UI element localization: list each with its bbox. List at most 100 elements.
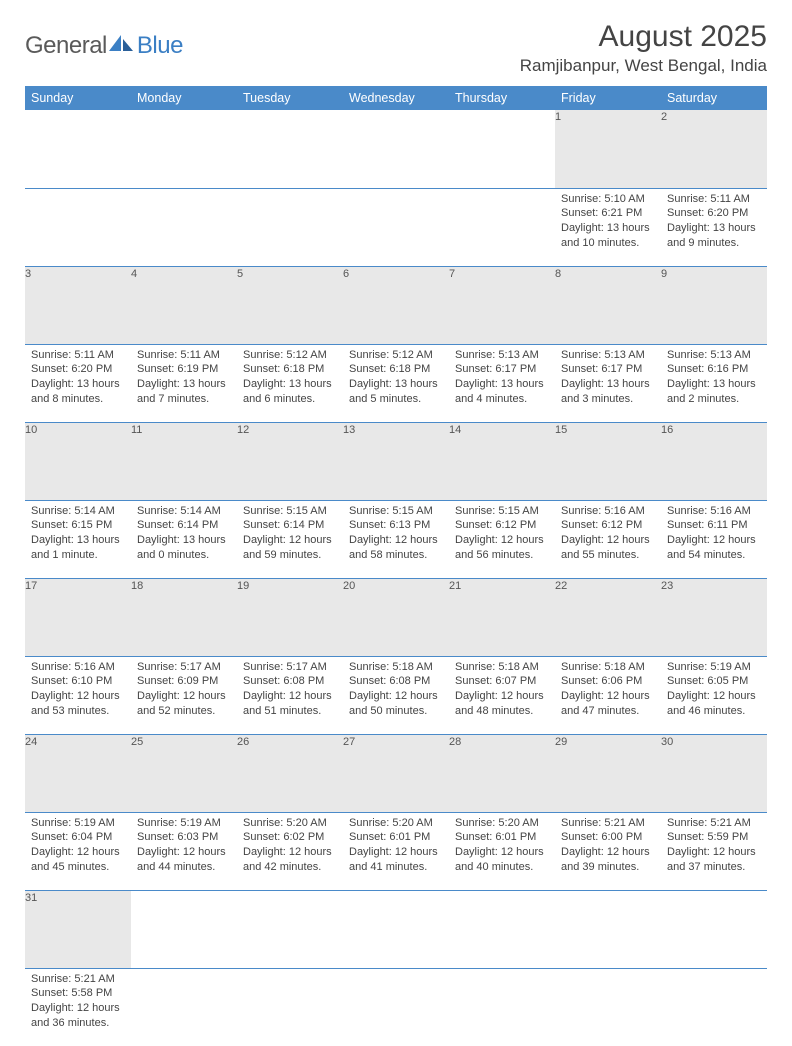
day-number-cell	[661, 890, 767, 968]
sunset-line: Sunset: 6:10 PM	[31, 674, 125, 689]
daylight-line: Daylight: 13 hours and 2 minutes.	[667, 377, 761, 407]
day-number-cell	[343, 110, 449, 188]
day-cell: Sunrise: 5:14 AMSunset: 6:15 PMDaylight:…	[25, 500, 131, 578]
sunset-line: Sunset: 6:02 PM	[243, 830, 337, 845]
daylight-line: Daylight: 12 hours and 59 minutes.	[243, 533, 337, 563]
day-cell: Sunrise: 5:15 AMSunset: 6:12 PMDaylight:…	[449, 500, 555, 578]
sunset-line: Sunset: 6:00 PM	[561, 830, 655, 845]
day-number-row: 17181920212223	[25, 578, 767, 656]
logo: General Blue	[25, 32, 183, 60]
day-number-cell: 2	[661, 110, 767, 188]
day-cell: Sunrise: 5:11 AMSunset: 6:20 PMDaylight:…	[25, 344, 131, 422]
day-cell	[343, 188, 449, 266]
sunset-line: Sunset: 6:06 PM	[561, 674, 655, 689]
daylight-line: Daylight: 12 hours and 53 minutes.	[31, 689, 125, 719]
sunset-line: Sunset: 6:16 PM	[667, 362, 761, 377]
day-number-cell: 22	[555, 578, 661, 656]
sunset-line: Sunset: 6:19 PM	[137, 362, 231, 377]
day-cell	[343, 968, 449, 1046]
day-number-cell: 24	[25, 734, 131, 812]
daylight-line: Daylight: 12 hours and 52 minutes.	[137, 689, 231, 719]
daylight-line: Daylight: 12 hours and 44 minutes.	[137, 845, 231, 875]
daylight-line: Daylight: 13 hours and 10 minutes.	[561, 221, 655, 251]
sunset-line: Sunset: 6:14 PM	[243, 518, 337, 533]
sunrise-line: Sunrise: 5:19 AM	[31, 816, 125, 831]
daylight-line: Daylight: 13 hours and 3 minutes.	[561, 377, 655, 407]
day-number-cell: 20	[343, 578, 449, 656]
day-cell: Sunrise: 5:21 AMSunset: 5:58 PMDaylight:…	[25, 968, 131, 1046]
day-cell: Sunrise: 5:12 AMSunset: 6:18 PMDaylight:…	[343, 344, 449, 422]
daylight-line: Daylight: 12 hours and 46 minutes.	[667, 689, 761, 719]
sunrise-line: Sunrise: 5:21 AM	[561, 816, 655, 831]
sunset-line: Sunset: 6:01 PM	[349, 830, 443, 845]
sunrise-line: Sunrise: 5:12 AM	[243, 348, 337, 363]
day-number-row: 31	[25, 890, 767, 968]
daylight-line: Daylight: 12 hours and 45 minutes.	[31, 845, 125, 875]
sunset-line: Sunset: 6:09 PM	[137, 674, 231, 689]
day-number-cell: 23	[661, 578, 767, 656]
daylight-line: Daylight: 12 hours and 40 minutes.	[455, 845, 549, 875]
day-cell: Sunrise: 5:20 AMSunset: 6:01 PMDaylight:…	[343, 812, 449, 890]
daylight-line: Daylight: 12 hours and 58 minutes.	[349, 533, 443, 563]
day-content-row: Sunrise: 5:16 AMSunset: 6:10 PMDaylight:…	[25, 656, 767, 734]
day-number-cell: 19	[237, 578, 343, 656]
day-cell: Sunrise: 5:20 AMSunset: 6:01 PMDaylight:…	[449, 812, 555, 890]
sunrise-line: Sunrise: 5:16 AM	[561, 504, 655, 519]
day-number-cell	[237, 110, 343, 188]
sunset-line: Sunset: 5:58 PM	[31, 986, 125, 1001]
weekday-header: Sunday	[25, 86, 131, 110]
day-number-cell: 15	[555, 422, 661, 500]
day-content-row: Sunrise: 5:21 AMSunset: 5:58 PMDaylight:…	[25, 968, 767, 1046]
day-number-cell: 11	[131, 422, 237, 500]
sunrise-line: Sunrise: 5:17 AM	[137, 660, 231, 675]
day-number-row: 12	[25, 110, 767, 188]
day-number-cell: 21	[449, 578, 555, 656]
day-number-cell: 30	[661, 734, 767, 812]
day-number-cell: 25	[131, 734, 237, 812]
day-number-cell	[25, 110, 131, 188]
day-cell	[237, 968, 343, 1046]
day-cell: Sunrise: 5:13 AMSunset: 6:17 PMDaylight:…	[555, 344, 661, 422]
day-cell	[555, 968, 661, 1046]
daylight-line: Daylight: 12 hours and 47 minutes.	[561, 689, 655, 719]
sunset-line: Sunset: 6:20 PM	[31, 362, 125, 377]
day-cell: Sunrise: 5:19 AMSunset: 6:03 PMDaylight:…	[131, 812, 237, 890]
sunset-line: Sunset: 6:14 PM	[137, 518, 231, 533]
day-number-cell: 29	[555, 734, 661, 812]
day-number-cell: 8	[555, 266, 661, 344]
sunrise-line: Sunrise: 5:20 AM	[243, 816, 337, 831]
daylight-line: Daylight: 12 hours and 50 minutes.	[349, 689, 443, 719]
sunrise-line: Sunrise: 5:21 AM	[667, 816, 761, 831]
day-cell	[25, 188, 131, 266]
sunrise-line: Sunrise: 5:15 AM	[455, 504, 549, 519]
day-number-cell	[343, 890, 449, 968]
day-number-row: 24252627282930	[25, 734, 767, 812]
sunrise-line: Sunrise: 5:13 AM	[561, 348, 655, 363]
day-number-cell	[131, 890, 237, 968]
sunset-line: Sunset: 6:13 PM	[349, 518, 443, 533]
day-cell: Sunrise: 5:11 AMSunset: 6:20 PMDaylight:…	[661, 188, 767, 266]
day-content-row: Sunrise: 5:19 AMSunset: 6:04 PMDaylight:…	[25, 812, 767, 890]
daylight-line: Daylight: 13 hours and 0 minutes.	[137, 533, 231, 563]
daylight-line: Daylight: 12 hours and 41 minutes.	[349, 845, 443, 875]
day-cell: Sunrise: 5:20 AMSunset: 6:02 PMDaylight:…	[237, 812, 343, 890]
day-number-cell: 31	[25, 890, 131, 968]
day-cell: Sunrise: 5:16 AMSunset: 6:12 PMDaylight:…	[555, 500, 661, 578]
title-block: August 2025 Ramjibanpur, West Bengal, In…	[520, 20, 767, 76]
daylight-line: Daylight: 12 hours and 55 minutes.	[561, 533, 655, 563]
day-number-cell	[449, 110, 555, 188]
day-cell: Sunrise: 5:10 AMSunset: 6:21 PMDaylight:…	[555, 188, 661, 266]
day-cell: Sunrise: 5:16 AMSunset: 6:10 PMDaylight:…	[25, 656, 131, 734]
day-number-cell: 26	[237, 734, 343, 812]
day-number-cell	[555, 890, 661, 968]
daylight-line: Daylight: 13 hours and 5 minutes.	[349, 377, 443, 407]
calendar-table: SundayMondayTuesdayWednesdayThursdayFrid…	[25, 86, 767, 1046]
day-number-cell: 6	[343, 266, 449, 344]
sunset-line: Sunset: 6:05 PM	[667, 674, 761, 689]
sunrise-line: Sunrise: 5:18 AM	[561, 660, 655, 675]
sunset-line: Sunset: 6:01 PM	[455, 830, 549, 845]
day-number-cell	[131, 110, 237, 188]
day-number-cell: 3	[25, 266, 131, 344]
weekday-header: Wednesday	[343, 86, 449, 110]
logo-sail-icon	[107, 33, 135, 53]
